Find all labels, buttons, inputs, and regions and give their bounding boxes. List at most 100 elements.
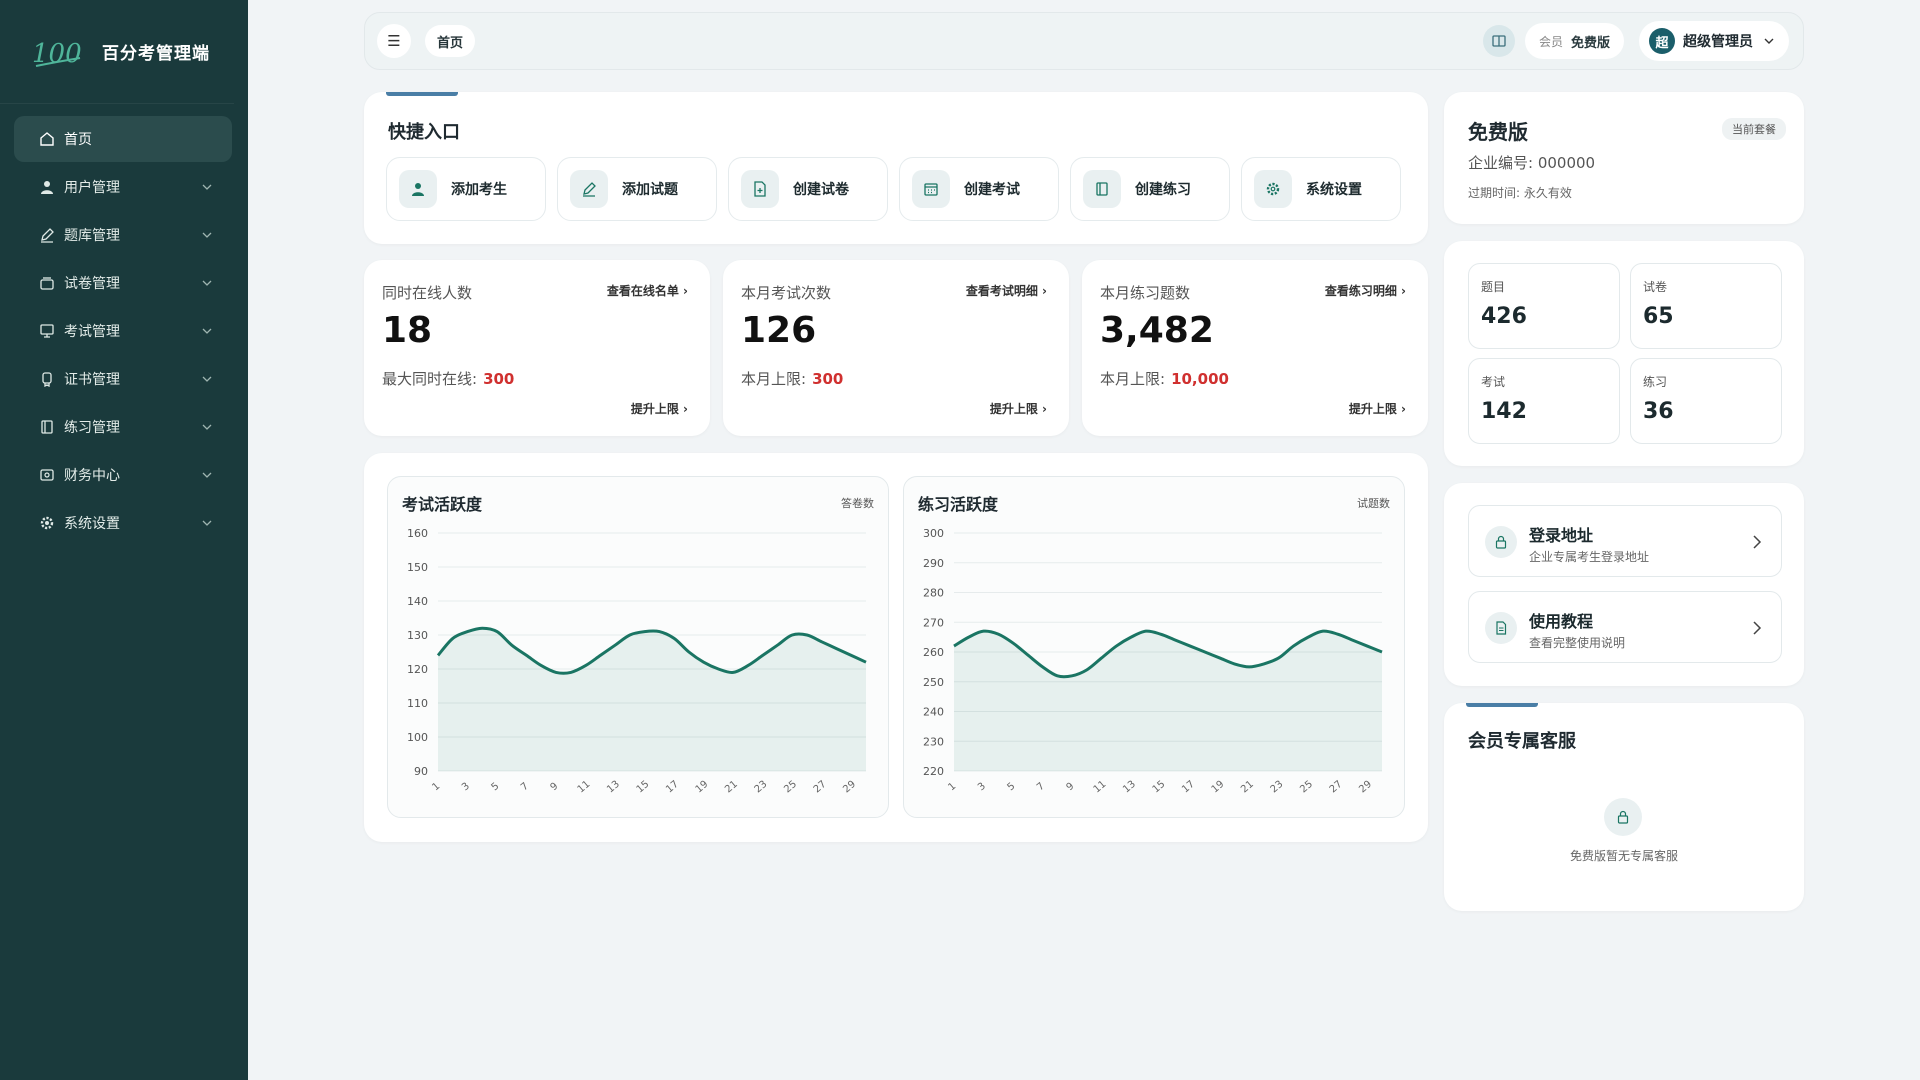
series-line — [436, 626, 867, 675]
sidebar-item-finance[interactable]: 财务中心 — [14, 452, 232, 498]
gear-icon — [1254, 170, 1292, 208]
stat-value: 126 — [741, 310, 817, 351]
count-value: 65 — [1643, 304, 1674, 329]
breadcrumb-home: 首页 — [437, 35, 464, 51]
sidebar-item-exams[interactable]: 考试管理 — [14, 308, 232, 354]
add-question-button[interactable]: 添加试题 — [557, 157, 717, 221]
x-tick-label: 3 — [460, 781, 472, 794]
count-box-questions: 题目 426 — [1468, 263, 1620, 349]
monitor-icon — [38, 322, 56, 340]
limit-label: 本月上限: — [741, 370, 807, 388]
stat-limit: 本月上限: 10,000 — [1100, 368, 1229, 389]
link-label: 查看练习明细 — [1324, 284, 1397, 298]
chevron-down-icon — [202, 232, 212, 238]
limit-value: 300 — [812, 370, 844, 388]
create-paper-button[interactable]: 创建试卷 — [728, 157, 888, 221]
breadcrumb[interactable]: 首页 — [425, 25, 476, 57]
chart-legend: 试题数 — [1357, 497, 1390, 510]
x-tick-label: 23 — [753, 779, 770, 796]
sidebar-item-home[interactable]: 首页 — [14, 116, 232, 162]
sidebar-item-label: 首页 — [64, 132, 92, 148]
chevron-right-icon: › — [683, 402, 688, 416]
count-value: 426 — [1481, 304, 1527, 329]
sidebar-item-label: 练习管理 — [64, 420, 120, 436]
brand[interactable]: 100 百分考管理端 — [0, 0, 234, 104]
create-exam-button[interactable]: 创建考试 — [899, 157, 1059, 221]
chevron-right-icon — [1753, 621, 1762, 635]
link-label: 提升上限 — [1348, 402, 1397, 416]
stat-label: 本月练习题数 — [1100, 284, 1191, 302]
chevron-right-icon: › — [683, 284, 688, 298]
chevron-down-icon — [202, 376, 212, 382]
resource-counts-card: 题目 426 试卷 65 考试 142 练习 36 — [1444, 241, 1804, 466]
button-label: 创建考试 — [964, 182, 1020, 198]
x-tick-label: 5 — [489, 781, 501, 794]
sidebar-item-papers[interactable]: 试卷管理 — [14, 260, 232, 306]
y-tick-label: 220 — [923, 765, 944, 778]
system-settings-button[interactable]: 系统设置 — [1241, 157, 1401, 221]
brand-name: 百分考管理端 — [102, 44, 210, 64]
view-online-list-link[interactable]: 查看在线名单 › — [607, 282, 688, 299]
x-tick-label: 13 — [605, 779, 622, 796]
sidebar-item-label: 财务中心 — [64, 468, 120, 484]
count-box-practice: 练习 36 — [1630, 358, 1782, 444]
enterprise-id: 企业编号: 000000 — [1468, 154, 1596, 172]
stat-value: 3,482 — [1100, 310, 1214, 351]
link-label: 提升上限 — [630, 402, 679, 416]
y-tick-label: 160 — [407, 527, 428, 540]
exam-activity-chart: 90 100 110 120 130 140 150 160 1 3 5 7 9 11 13 15 17 19 21… — [387, 476, 889, 818]
docs-button[interactable] — [1483, 25, 1515, 57]
chart-title: 练习活跃度 — [918, 495, 999, 514]
certificate-icon — [38, 370, 56, 388]
link-title: 登录地址 — [1529, 526, 1594, 545]
sidebar-item-label: 证书管理 — [64, 372, 120, 388]
limit-value: 300 — [483, 370, 515, 388]
count-label: 题目 — [1481, 280, 1506, 294]
add-examinee-button[interactable]: 添加考生 — [386, 157, 546, 221]
chart-title: 考试活跃度 — [402, 495, 483, 514]
document-add-icon — [741, 170, 779, 208]
count-label: 试卷 — [1643, 280, 1668, 294]
top-bar: ☰ 首页 会员 免费版 超 超级管理员 — [364, 12, 1804, 70]
x-tick-label: 15 — [635, 779, 652, 796]
y-tick-label: 140 — [407, 595, 428, 608]
sidebar-item-label: 试卷管理 — [64, 276, 120, 292]
sidebar-item-settings[interactable]: 系统设置 — [14, 500, 232, 546]
sidebar-item-label: 题库管理 — [64, 228, 120, 244]
x-tick-label: 7 — [1035, 781, 1047, 794]
raise-limit-link[interactable]: 提升上限 › — [990, 400, 1047, 417]
sidebar-item-questions[interactable]: 题库管理 — [14, 212, 232, 258]
x-tick-label: 17 — [664, 779, 681, 796]
tutorial-link[interactable]: 使用教程 查看完整使用说明 — [1468, 591, 1782, 663]
vip-service-card: 会员专属客服 免费版暂无专属客服 — [1444, 703, 1804, 911]
user-menu[interactable]: 超 超级管理员 — [1639, 21, 1789, 61]
view-exam-details-link[interactable]: 查看考试明细 › — [966, 282, 1047, 299]
x-tick-label: 27 — [812, 779, 829, 796]
lock-icon — [1604, 798, 1642, 836]
membership-pill[interactable]: 会员 免费版 — [1525, 23, 1625, 59]
link-title: 使用教程 — [1529, 612, 1594, 631]
limit-label: 最大同时在线: — [382, 370, 478, 388]
view-practice-details-link[interactable]: 查看练习明细 › — [1325, 282, 1406, 299]
sidebar-item-practice[interactable]: 练习管理 — [14, 404, 232, 450]
x-tick-label: 5 — [1005, 781, 1017, 794]
sidebar-item-certificates[interactable]: 证书管理 — [14, 356, 232, 402]
link-subtitle: 查看完整使用说明 — [1529, 636, 1626, 650]
book-open-icon — [1492, 35, 1506, 47]
plan-title: 免费版 — [1468, 120, 1528, 144]
archive-icon — [38, 274, 56, 292]
raise-limit-link[interactable]: 提升上限 › — [631, 400, 688, 417]
create-practice-button[interactable]: 创建练习 — [1070, 157, 1230, 221]
count-box-exams: 考试 142 — [1468, 358, 1620, 444]
chevron-down-icon — [202, 520, 212, 526]
x-tick-label: 9 — [1064, 781, 1076, 794]
sidebar-item-users[interactable]: 用户管理 — [14, 164, 232, 210]
raise-limit-link[interactable]: 提升上限 › — [1349, 400, 1406, 417]
current-plan-badge: 当前套餐 — [1722, 118, 1786, 140]
chevron-right-icon: › — [1042, 284, 1047, 298]
login-address-link[interactable]: 登录地址 企业专属考生登录地址 — [1468, 505, 1782, 577]
menu-toggle-button[interactable]: ☰ — [377, 24, 411, 58]
x-tick-label: 23 — [1269, 779, 1286, 796]
plan-card: 免费版 当前套餐 企业编号: 000000 过期时间: 永久有效 — [1444, 92, 1804, 224]
card-accent — [386, 92, 458, 96]
